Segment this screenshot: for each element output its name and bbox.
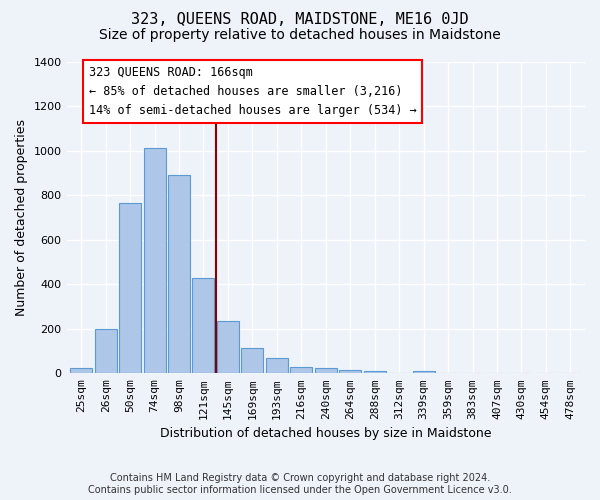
Text: Contains HM Land Registry data © Crown copyright and database right 2024.
Contai: Contains HM Land Registry data © Crown c… <box>88 474 512 495</box>
Bar <box>339 370 361 374</box>
Bar <box>143 148 166 374</box>
Text: Size of property relative to detached houses in Maidstone: Size of property relative to detached ho… <box>99 28 501 42</box>
Bar <box>193 278 214 374</box>
Bar <box>290 368 313 374</box>
Bar <box>241 348 263 374</box>
Bar <box>95 329 116 374</box>
Bar <box>413 370 434 374</box>
Text: 323, QUEENS ROAD, MAIDSTONE, ME16 0JD: 323, QUEENS ROAD, MAIDSTONE, ME16 0JD <box>131 12 469 28</box>
Bar <box>315 368 337 374</box>
Bar <box>168 175 190 374</box>
Y-axis label: Number of detached properties: Number of detached properties <box>15 119 28 316</box>
Bar <box>266 358 288 374</box>
Bar <box>217 320 239 374</box>
Text: 323 QUEENS ROAD: 166sqm
← 85% of detached houses are smaller (3,216)
14% of semi: 323 QUEENS ROAD: 166sqm ← 85% of detache… <box>89 66 416 117</box>
Bar <box>364 371 386 374</box>
Bar <box>119 203 141 374</box>
Bar <box>70 368 92 374</box>
X-axis label: Distribution of detached houses by size in Maidstone: Distribution of detached houses by size … <box>160 427 491 440</box>
